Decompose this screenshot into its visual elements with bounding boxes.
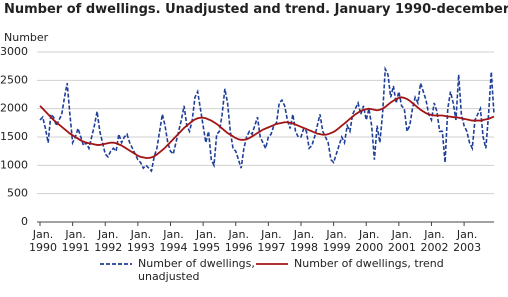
y-tick-label: 2500	[0, 73, 28, 86]
x-tick-label: Jan. 2001	[387, 228, 416, 254]
x-tick-label: Jan. 1991	[61, 228, 90, 254]
x-tick-label: Jan. 1995	[192, 228, 221, 254]
x-tick-label: Jan. 2003	[453, 228, 482, 254]
y-tick-label: 500	[7, 187, 28, 200]
chart-title: Number of dwellings. Unadjusted and tren…	[4, 2, 508, 17]
y-tick-label: 1500	[0, 130, 28, 143]
legend-label: Number of dwellings, trend	[294, 257, 444, 270]
x-tick-label: Jan. 2000	[355, 228, 384, 254]
x-tick-label: Jan. 1990	[29, 228, 57, 254]
y-tick-label: 2000	[0, 102, 28, 115]
legend-label: Number of dwellings, unadjusted	[138, 257, 255, 283]
series-line	[39, 65, 495, 173]
x-tick-label: Jan. 1992	[94, 228, 123, 254]
x-tick-label: Jan. 1998	[289, 228, 318, 254]
x-tick-label: Jan. 1997	[257, 228, 286, 254]
x-tick-label: Jan. 1996	[224, 228, 253, 254]
y-tick-label: 3000	[0, 45, 28, 58]
x-tick-label: Jan. 2002	[420, 228, 449, 254]
y-tick-label: 1000	[0, 158, 28, 171]
y-axis-label: Number	[4, 31, 49, 44]
x-tick-label: Jan. 1994	[159, 228, 188, 254]
series-line	[39, 96, 495, 159]
x-tick-label: Jan. 1993	[126, 228, 155, 254]
x-tick-label: Jan. 1999	[322, 228, 351, 254]
y-tick-label: 0	[21, 215, 28, 228]
